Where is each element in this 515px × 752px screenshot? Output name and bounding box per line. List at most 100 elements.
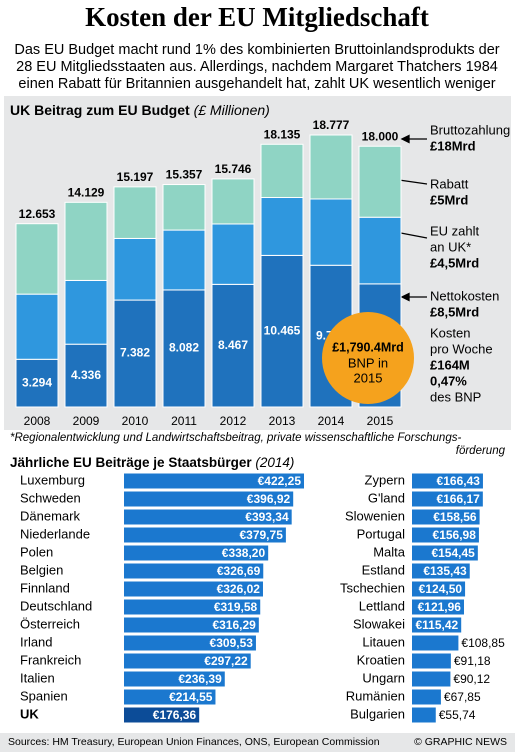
value-label: 8.082 <box>169 341 199 355</box>
bar <box>124 617 259 633</box>
x-tick-label: 2013 <box>269 414 296 428</box>
category-label: Portugal <box>357 526 406 541</box>
category-label: Polen <box>20 544 53 559</box>
bar-segment <box>15 223 59 295</box>
total-label: 15.357 <box>166 168 203 182</box>
bar <box>412 689 441 705</box>
bar-segment <box>15 293 59 360</box>
annotation: Nettokosten <box>430 288 499 303</box>
bar-segment <box>309 198 353 266</box>
x-tick-label: 2011 <box>171 414 197 428</box>
category-label: Niederlande <box>20 526 90 541</box>
value-label: €158,56 <box>433 510 477 524</box>
value-label: 4.336 <box>71 368 101 382</box>
value-label: €393,34 <box>245 510 289 524</box>
value-label: €422,25 <box>258 474 302 488</box>
category-label: Estland <box>362 562 405 577</box>
category-label: Rumänien <box>346 688 405 703</box>
bar <box>412 509 480 525</box>
value-label: €176,36 <box>153 708 197 722</box>
bar <box>124 707 200 723</box>
footnote: förderung <box>456 445 506 457</box>
x-tick-label: 2014 <box>318 414 345 428</box>
arrowhead <box>400 134 410 144</box>
bar <box>124 689 216 705</box>
category-label: Belgien <box>20 562 63 577</box>
category-label: Deutschland <box>20 598 92 613</box>
value-label: €309,53 <box>210 636 254 650</box>
bar <box>124 563 264 579</box>
value-label: €326,69 <box>217 564 261 578</box>
total-label: 18.000 <box>362 129 399 143</box>
category-label: Schweden <box>20 490 81 505</box>
source: Sources: HM Treasury, European Union Fin… <box>8 736 380 748</box>
value-label: €91,18 <box>454 654 491 668</box>
credit: © GRAPHIC NEWS <box>414 736 507 748</box>
value-label: €338,20 <box>222 546 266 560</box>
bar-segment <box>162 184 206 231</box>
bar <box>412 563 470 579</box>
category-label: Finnland <box>20 580 70 595</box>
category-label: Kroatien <box>357 652 405 667</box>
category-label: Ungarn <box>362 670 405 685</box>
bar <box>412 491 483 507</box>
x-tick-label: 2008 <box>24 414 51 428</box>
category-label: Luxemburg <box>20 472 85 487</box>
value-label: €316,29 <box>212 618 256 632</box>
category-label: Dänemark <box>20 508 80 523</box>
category-label: Frankreich <box>20 652 81 667</box>
value-label: €379,75 <box>239 528 283 542</box>
bar <box>412 671 451 687</box>
circle-text: BNP in <box>348 355 388 370</box>
category-label: Lettland <box>359 598 405 613</box>
value-label: €326,02 <box>217 582 261 596</box>
bar <box>412 545 478 561</box>
bar-segment <box>64 201 108 281</box>
x-tick-label: 2012 <box>220 414 247 428</box>
annotation: Kosten <box>430 325 470 340</box>
value-label: €121,96 <box>418 600 462 614</box>
bar <box>124 653 251 669</box>
bar-segment <box>211 178 255 225</box>
chart-title: Jährliche EU Beiträge je Staatsbürger (2… <box>10 455 294 470</box>
value-label: 8.467 <box>218 338 248 352</box>
total-label: 15.746 <box>215 162 252 176</box>
bar-segment <box>162 229 206 291</box>
annotation-amount: £18Mrd <box>430 138 476 153</box>
value-label: €156,98 <box>433 528 477 542</box>
x-tick-label: 2009 <box>73 414 100 428</box>
value-label: €166,43 <box>437 474 481 488</box>
bar <box>124 491 294 507</box>
annotation-amount: £164M <box>430 357 470 372</box>
bar-segment <box>113 237 157 301</box>
bar-segment <box>15 358 59 408</box>
bar <box>412 617 462 633</box>
value-label: 7.382 <box>120 346 150 360</box>
bar-segment <box>113 299 157 408</box>
total-label: 18.777 <box>313 118 350 132</box>
value-label: €154,45 <box>431 546 475 560</box>
bar <box>124 527 286 543</box>
bar <box>412 707 436 723</box>
category-label: G'land <box>368 490 405 505</box>
bar-segment <box>162 289 206 408</box>
x-tick-label: 2015 <box>367 414 394 428</box>
category-label: Österreich <box>20 616 80 631</box>
category-label: Slowenien <box>345 508 405 523</box>
footer-bar <box>0 733 515 752</box>
annotation: Rabatt <box>430 176 469 191</box>
annotation: des BNP <box>430 389 481 404</box>
category-label: Malta <box>373 544 406 559</box>
bar-segment <box>211 223 255 285</box>
footnote: *Regionalentwicklung und Landwirtschafts… <box>10 432 461 444</box>
bar-segment <box>64 343 108 408</box>
bar <box>124 473 304 489</box>
bar <box>124 671 225 687</box>
bar-segment <box>260 143 304 199</box>
annotation-amount: 0,47% <box>430 373 467 388</box>
x-tick-label: 2010 <box>122 414 149 428</box>
bar-segment <box>309 134 353 200</box>
annotation: EU zahlt <box>430 223 480 238</box>
category-label: Zypern <box>365 472 405 487</box>
